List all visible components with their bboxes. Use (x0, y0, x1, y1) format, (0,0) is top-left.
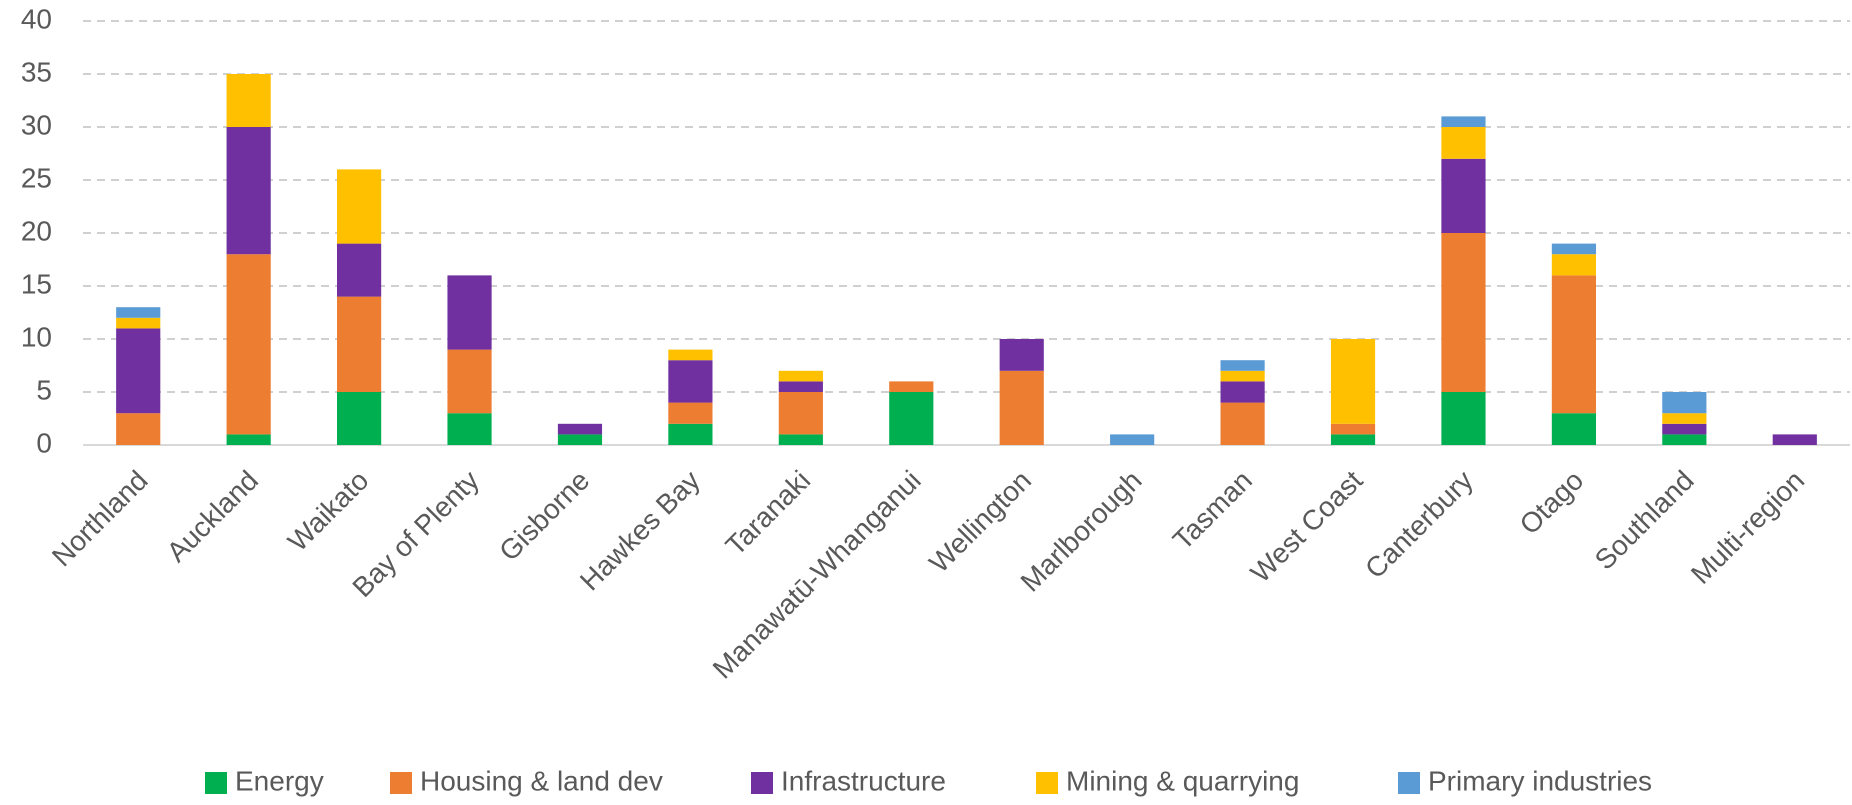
bar-segment (778, 434, 823, 445)
bar-segment (778, 392, 823, 435)
bar-segment (889, 392, 934, 445)
x-tick-label: Wellington (923, 465, 1037, 579)
bar-segment (337, 392, 382, 445)
bar-segment (778, 381, 823, 392)
bar-segment (1662, 423, 1707, 435)
bar-segment (226, 434, 271, 445)
bar-segment (999, 370, 1044, 445)
bar-segment (1551, 275, 1596, 414)
legend-swatch (390, 772, 412, 794)
x-tick-label: West Coast (1245, 464, 1369, 588)
bar-segment (668, 423, 713, 445)
legend-label: Housing & land dev (420, 765, 663, 796)
bar-segment (889, 381, 934, 392)
bar-segment (1662, 392, 1707, 414)
bar-segment (226, 254, 271, 435)
bar-segment (668, 360, 713, 403)
bar-segment (557, 423, 603, 435)
bar-segment (116, 328, 161, 414)
x-tick-label: Auckland (161, 465, 264, 568)
bar-segment (337, 169, 382, 244)
bar-segment (1662, 434, 1707, 445)
x-tick-label: Hawkes Bay (574, 465, 706, 597)
bar-segment (447, 349, 492, 414)
bar-segment (778, 370, 823, 382)
bar-segment (1441, 233, 1486, 392)
x-tick-label: Multi-region (1685, 465, 1810, 590)
bar-segment (1220, 370, 1265, 382)
x-tick-label: Waikato (282, 465, 375, 558)
bar-segment (1220, 381, 1265, 403)
legend-label: Energy (235, 765, 324, 796)
y-tick-label: 35 (21, 56, 52, 87)
bar-segment (116, 413, 161, 445)
legend-label: Mining & quarrying (1066, 765, 1299, 796)
bar-segment (226, 127, 271, 255)
bar-segment (1441, 127, 1486, 159)
x-tick-label: Northland (46, 465, 154, 573)
bar-segment (1220, 402, 1265, 445)
bar-segment (226, 74, 271, 127)
x-tick-label: Manawatū-Whanganui (707, 465, 927, 685)
bar-segment (1110, 434, 1155, 445)
x-tick-label: Otago (1514, 465, 1590, 541)
y-tick-label: 5 (36, 374, 52, 405)
bar-segment (1441, 116, 1486, 127)
y-tick-label: 0 (36, 427, 52, 458)
x-tick-label: Gisborne (493, 465, 595, 567)
legend-label: Infrastructure (781, 765, 946, 796)
bar-segment (668, 349, 713, 361)
y-tick-label: 10 (21, 321, 52, 352)
bar-segment (1330, 339, 1376, 424)
bar-segment (1551, 254, 1596, 276)
y-tick-label: 20 (21, 215, 52, 246)
bar-segment (1662, 413, 1707, 424)
x-tick-label: Canterbury (1359, 465, 1479, 585)
bar-segment (337, 243, 382, 297)
bar-segment (1772, 434, 1817, 445)
bar-segment (116, 317, 161, 329)
bar-segment (557, 434, 603, 445)
bar-segment (668, 402, 713, 424)
bar-segment (116, 307, 161, 318)
bar-segment (1220, 360, 1265, 371)
x-tick-label: Taranaki (720, 465, 817, 562)
legend-swatch (1036, 772, 1058, 794)
bar-segment (447, 413, 492, 445)
legend-swatch (751, 772, 773, 794)
bar-segment (1551, 413, 1596, 445)
bar-segment (1441, 392, 1486, 445)
x-tick-label: Tasman (1167, 465, 1258, 556)
y-tick-label: 15 (21, 268, 52, 299)
x-tick-label: Southland (1589, 465, 1700, 576)
bar-segment (1330, 423, 1376, 435)
y-tick-label: 25 (21, 162, 52, 193)
bar-segment (1441, 158, 1486, 233)
bar-segment (1551, 243, 1596, 255)
legend-swatch (205, 772, 227, 794)
bar-segment (1330, 434, 1376, 445)
y-tick-label: 30 (21, 109, 52, 140)
legend-swatch (1398, 772, 1420, 794)
bar-segment (337, 296, 382, 392)
y-tick-label: 40 (21, 3, 52, 34)
legend-label: Primary industries (1428, 765, 1652, 796)
bar-segment (999, 339, 1044, 371)
bar-segment (447, 275, 492, 350)
